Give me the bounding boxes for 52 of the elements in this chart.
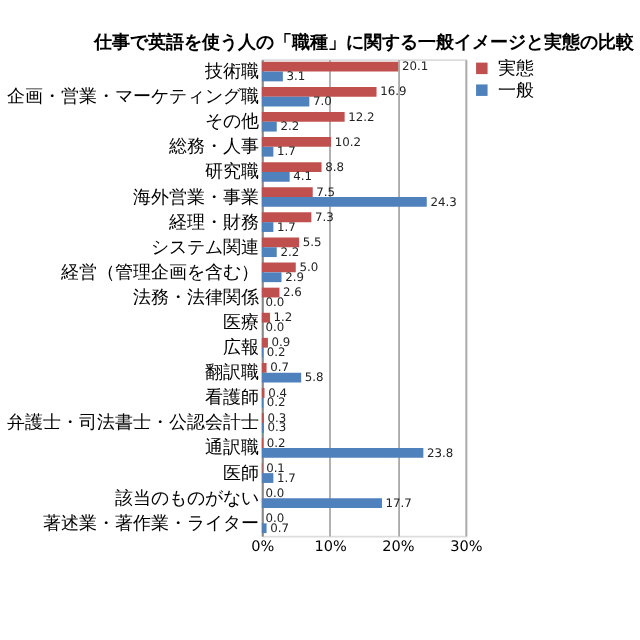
y-tick-label: 看護師 (205, 387, 260, 410)
bar (261, 312, 270, 323)
bar (261, 96, 310, 107)
bar (261, 162, 322, 172)
x-tick-label: 0% (251, 537, 275, 556)
bar (261, 237, 300, 248)
bar (261, 187, 313, 198)
y-tick-label: 通訳職 (205, 437, 260, 460)
legend-label: 実態 (498, 57, 535, 80)
y-tick-label: 著述業・著作業・ライター (43, 512, 260, 535)
y-tick-label: システム関連 (151, 236, 260, 259)
y-tick-label: その他 (205, 111, 260, 134)
chart-title: 仕事で英語を使う人の「職種」に関する一般イメージと実態の比較 (91, 32, 636, 55)
x-tick-label: 30% (450, 537, 483, 556)
bar (261, 137, 332, 147)
bar (261, 197, 427, 207)
bar (261, 473, 274, 483)
bar (261, 212, 312, 223)
y-tick-label: 医療 (223, 312, 260, 335)
bar (261, 61, 399, 72)
bar (261, 362, 267, 373)
legend-label: 一般 (498, 79, 535, 102)
x-tick-label: 20% (382, 537, 415, 556)
y-tick-label: 弁護士・司法書士・公認会計士 (7, 412, 260, 435)
bar (261, 146, 274, 157)
bar (261, 448, 424, 458)
y-tick-label: 翻訳職 (205, 362, 260, 385)
bar (261, 247, 277, 258)
y-tick-label: 総務・人事 (167, 136, 260, 159)
y-tick-label: 研究職 (205, 161, 260, 184)
bar (261, 523, 267, 534)
bar (261, 262, 296, 273)
x-tick-label: 10% (314, 537, 347, 556)
bar (261, 111, 345, 122)
bar (261, 171, 290, 182)
y-tick-label: 広報 (223, 337, 260, 360)
bar (261, 372, 302, 383)
y-tick-label: 経理・財務 (167, 211, 260, 234)
bar (261, 121, 277, 132)
y-tick-label: 法務・法律関係 (133, 286, 260, 309)
y-tick-label: 海外営業・事業 (133, 186, 260, 209)
y-tick-label: 企画・営業・マーケティング職 (7, 86, 260, 109)
y-tick-label: 医師 (223, 462, 260, 485)
bar (261, 498, 382, 509)
bar (261, 71, 283, 82)
y-tick-label: 該当のものがない (115, 487, 260, 510)
bar (261, 222, 274, 232)
bar (261, 337, 268, 348)
y-tick-label: 経営（管理企画を含む） (59, 261, 260, 284)
bar (261, 272, 282, 283)
bar (261, 86, 377, 97)
y-tick-label: 技術職 (203, 61, 260, 84)
